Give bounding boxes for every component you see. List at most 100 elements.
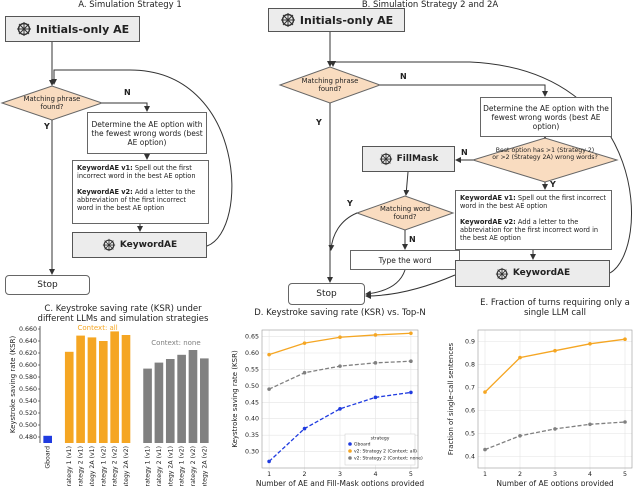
y-tick-label: 0.660	[19, 326, 37, 333]
x-tick-label: Strategy 2 (v2)	[190, 446, 197, 486]
y-tick-label: 0.35	[245, 432, 259, 439]
x-tick-label: Strategy 2A (v1)	[167, 446, 174, 486]
y-tick-label: 0.480	[19, 434, 37, 441]
data-point	[553, 427, 557, 431]
x-tick-label: 1	[483, 471, 487, 478]
data-point	[373, 395, 378, 400]
x-tick-label: Strategy 2A (v1)	[89, 446, 96, 486]
y-tick-label: 0.520	[19, 410, 37, 417]
chart-title: D. Keystroke saving rate (KSR) vs. Top-N	[254, 308, 426, 318]
panel-title: A. Simulation Strategy 1	[78, 0, 182, 10]
decision-text: Matching phrase found?	[301, 77, 359, 93]
x-tick-label: Strategy 1 (v2)	[100, 446, 107, 486]
annotation: Context: all	[78, 324, 118, 332]
y-tick-label: 0.7	[465, 385, 475, 392]
arrow	[365, 269, 406, 297]
bar	[143, 368, 152, 443]
x-tick-label: Gboard	[45, 446, 52, 469]
data-point	[553, 348, 557, 353]
process-box: Determine the AE option with the fewest …	[87, 112, 207, 154]
x-tick-label: Strategy 2A (v2)	[123, 446, 130, 486]
branch-label: N	[400, 72, 407, 81]
data-point	[267, 459, 271, 464]
x-tick-label: 4	[588, 471, 592, 478]
data-point	[588, 422, 592, 427]
arrow	[51, 69, 233, 247]
process-box: Determine the AE option with the fewest …	[480, 97, 612, 137]
y-tick-label: 0.540	[19, 398, 37, 405]
text-label: KeywordAE v2:	[77, 188, 133, 196]
decision-text: Matching word found?	[379, 205, 431, 221]
x-tick-label: 3	[553, 471, 557, 478]
bar	[200, 358, 209, 443]
llm-icon	[102, 238, 115, 252]
data-point	[409, 359, 413, 364]
arrow	[365, 274, 456, 299]
arrow	[330, 61, 632, 274]
arrow	[380, 84, 548, 97]
text-label: KeywordAE v2:	[460, 218, 516, 226]
y-tick-label: 0.6	[465, 408, 475, 415]
y-axis-label: Keystroke saving rate (KSR)	[231, 350, 239, 448]
process-box: Type the word	[350, 250, 460, 270]
llm-icon	[379, 152, 392, 166]
y-axis-label: Keystroke saving rate (KSR)	[9, 336, 17, 434]
start-box: Initials-only AE	[268, 8, 405, 32]
x-tick-label: Strategy 1 (v1)	[66, 446, 73, 486]
legend-swatch	[348, 449, 352, 453]
data-point	[267, 352, 271, 357]
annotation: Context: none	[151, 339, 200, 347]
bar	[188, 350, 198, 443]
box-text: KeywordAE	[119, 239, 178, 250]
chart-title: E. Fraction of turns requiring only a si…	[480, 298, 630, 318]
chart-title: C. Keystroke saving rate (KSR) under dif…	[37, 304, 209, 324]
bar	[165, 359, 175, 443]
data-point	[338, 364, 342, 368]
y-tick-label: 0.9	[465, 339, 475, 346]
x-tick-label: Strategy 2 (v2)	[112, 446, 119, 486]
y-tick-label: 0.60	[245, 350, 259, 357]
bar	[121, 335, 131, 443]
plot-frame	[261, 329, 419, 469]
y-tick-label: 0.5	[465, 431, 475, 438]
decision-text: Best option has >1 (Strategy 2) or >2 (S…	[492, 147, 598, 162]
x-tick-label: Strategy 2A (v2)	[201, 446, 208, 486]
data-point	[483, 390, 487, 394]
box-text: Initials-only AE	[35, 22, 130, 36]
bar	[110, 331, 119, 443]
data-point	[623, 337, 627, 342]
fillmask-box: FillMask	[362, 146, 455, 172]
x-tick-label: 2	[518, 471, 522, 478]
bar	[43, 435, 52, 443]
branch-label: N	[461, 148, 468, 157]
y-tick-label: 0.600	[19, 362, 37, 369]
text-label: KeywordAE v1:	[77, 164, 133, 172]
legend-swatch	[348, 456, 352, 460]
data-point	[409, 390, 413, 395]
bar	[76, 335, 85, 443]
arrow	[102, 102, 150, 112]
legend-label: v2: Strategy 2 (Context: none)	[354, 456, 423, 462]
data-point	[302, 370, 307, 375]
legend-label: Gboard	[354, 442, 371, 448]
y-tick-label: 0.8	[465, 362, 475, 369]
data-point	[302, 426, 307, 431]
y-tick-label: 0.55	[245, 366, 259, 373]
x-tick-label: 5	[409, 471, 413, 478]
llm-icon	[280, 13, 295, 27]
bar	[98, 341, 108, 443]
branch-label: N	[409, 235, 416, 244]
arrow	[403, 171, 410, 196]
text-label: KeywordAE v1:	[460, 194, 516, 202]
branch-label: Y	[347, 199, 353, 208]
box-text: Initials-only AE	[299, 13, 394, 27]
llm-icon	[495, 267, 508, 280]
text: Add a letter to the abbreviation for the…	[460, 218, 599, 242]
legend-label: v2: Strategy 2 (Context: all)	[354, 449, 417, 455]
keyword-text-box: KeywordAE v1: Spell out the first incorr…	[72, 160, 209, 224]
box-text: KeywordAE	[512, 268, 571, 278]
x-tick-label: 5	[623, 471, 627, 478]
data-point	[518, 434, 522, 438]
